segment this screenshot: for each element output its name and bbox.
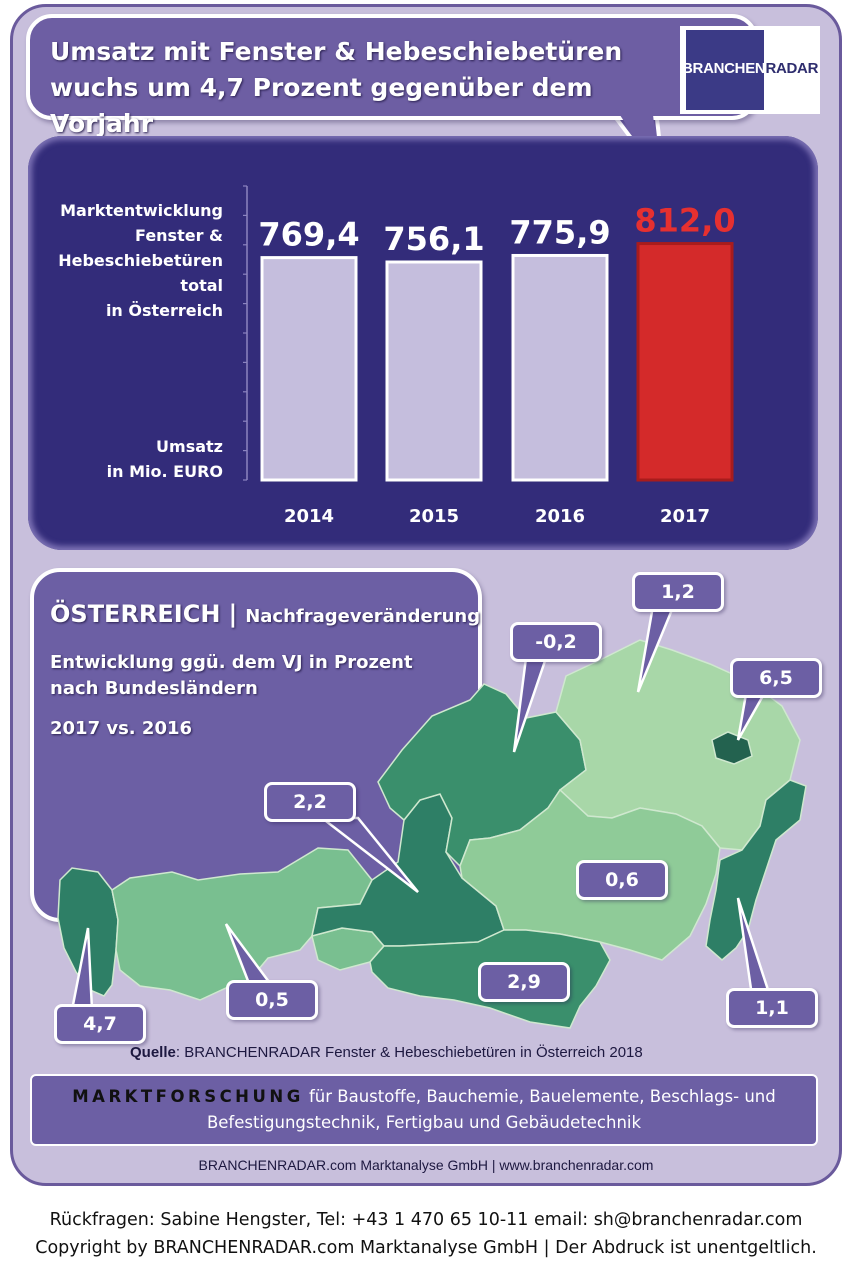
bar-value-label: 775,9 [509, 213, 610, 251]
x-tick-label: 2016 [535, 506, 585, 527]
chart-title-line: Fenster & [135, 226, 223, 245]
label-niederoesterreich: 1,2 [632, 572, 724, 612]
logo-part-1: BRANCHEN [682, 60, 766, 77]
bar-value-label: 769,4 [258, 216, 359, 254]
chart-title-line: Hebeschiebetüren [58, 251, 223, 270]
logo-part-2: RADAR [765, 60, 819, 77]
label-steiermark: 0,6 [576, 860, 668, 900]
bar-2015 [385, 260, 483, 482]
y-axis-label-line: in Mio. EURO [107, 462, 223, 481]
company-line: BRANCHENRADAR.com Marktanalyse GmbH | ww… [198, 1157, 654, 1173]
banner-line-1-rest: für Baustoffe, Bauchemie, Bauelemente, B… [303, 1087, 776, 1106]
region-wien [711, 731, 753, 765]
label-salzburg: 2,2 [264, 782, 356, 822]
label-wien: 6,5 [730, 658, 822, 698]
map-description: Entwicklung ggü. dem VJ in Prozent nach … [50, 650, 413, 702]
bar-2016 [511, 253, 609, 482]
y-axis-label-line: Umsatz [156, 437, 223, 456]
banner-emphasis: MARKTFORSCHUNG [72, 1087, 304, 1106]
region-burgenland [705, 779, 807, 961]
label-vorarlberg: 4,7 [54, 1004, 146, 1044]
copyright-line: Copyright by BRANCHENRADAR.com Marktanal… [35, 1238, 817, 1258]
source-line: Quelle: BRANCHENRADAR Fenster & Hebeschi… [130, 1044, 643, 1061]
contact-line: Rückfragen: Sabine Hengster, Tel: +43 1 … [49, 1210, 803, 1230]
headline-line-2: wuchs um 4,7 Prozent gegenüber dem Vorja… [50, 73, 593, 138]
headline-line-1: Umsatz mit Fenster & Hebeschiebetüren [50, 37, 623, 66]
bar-value-label: 812,0 [634, 202, 735, 240]
banner-line-2: Befestigungstechnik, Fertigbau und Gebäu… [206, 1113, 642, 1132]
bar-chart: Marktentwicklung Fenster & Hebeschiebetüre… [58, 185, 736, 527]
map-title: ÖSTERREICH | Nachfrageveränderung [50, 600, 480, 628]
label-kaernten: 2,9 [478, 962, 570, 1002]
map-description-line-2: nach Bundesländern [50, 678, 258, 699]
source-label: Quelle [130, 1044, 176, 1061]
x-tick-label: 2014 [284, 506, 334, 527]
chart-title-line: total [180, 276, 223, 295]
bar-2014 [260, 256, 358, 482]
map-period: 2017 vs. 2016 [50, 718, 193, 739]
austria-map [57, 598, 807, 1029]
marktforschung-banner: MARKTFORSCHUNG für Baustoffe, Bauchemie,… [30, 1074, 818, 1146]
label-oberoesterreich: -0,2 [510, 622, 602, 662]
map-title-separator: | [228, 600, 238, 628]
logo-square [686, 30, 764, 110]
x-tick-label: 2015 [409, 506, 459, 527]
map-title-country: ÖSTERREICH [50, 600, 221, 628]
source-text: : BRANCHENRADAR Fenster & Hebeschiebetür… [175, 1044, 643, 1061]
label-tirol: 0,5 [226, 980, 318, 1020]
pointer-burgenland [736, 897, 772, 998]
headline: Umsatz mit Fenster & Hebeschiebetüren wu… [50, 34, 650, 142]
map-description-line-1: Entwicklung ggü. dem VJ in Prozent [50, 652, 413, 673]
bar-value-label: 756,1 [383, 220, 484, 258]
branchenradar-logo: BRANCHENRADAR [680, 26, 820, 114]
label-burgenland: 1,1 [726, 988, 818, 1028]
banner-line-1: MARKTFORSCHUNG für Baustoffe, Bauchemie,… [32, 1084, 816, 1110]
logo-wordmark: BRANCHENRADAR [682, 60, 818, 77]
chart-title-line: in Österreich [106, 301, 223, 320]
bar-2017 [636, 242, 734, 482]
map-title-subtitle: Nachfrageveränderung [245, 606, 481, 627]
x-tick-label: 2017 [660, 506, 710, 527]
chart-title-line: Marktentwicklung [60, 201, 223, 220]
